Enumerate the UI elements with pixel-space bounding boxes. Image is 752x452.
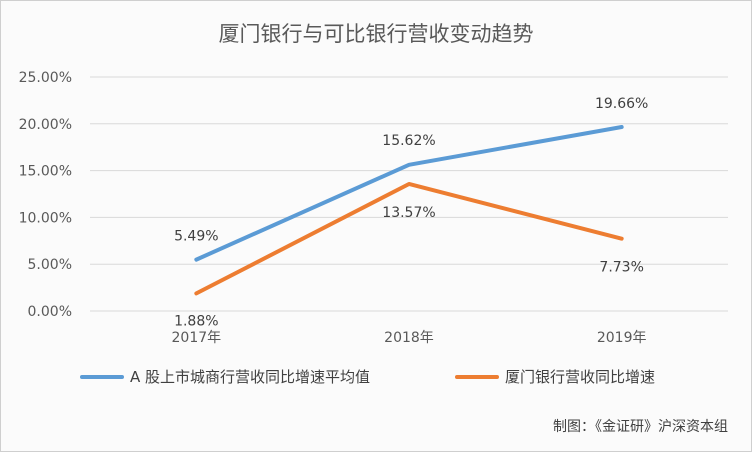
legend-swatch-a-share-average	[80, 374, 124, 379]
series-line-xiamen-bank	[194, 181, 624, 296]
data-label-xiamen-bank: 1.88%	[174, 313, 218, 329]
chart-title: 厦门银行与可比银行营收变动趋势	[218, 22, 534, 46]
x-tick-label: 2017年	[172, 330, 222, 346]
x-tick-label: 2018年	[384, 330, 434, 346]
data-label-a-share-average: 5.49%	[174, 229, 218, 245]
legend-item-a-share-average: A 股上市城商行营收同比增速平均值	[80, 366, 370, 387]
y-tick-label: 25.00%	[19, 70, 72, 86]
data-label-xiamen-bank: 7.73%	[599, 260, 643, 276]
y-tick-label: 15.00%	[19, 164, 72, 180]
y-tick-label: 10.00%	[19, 210, 72, 226]
legend-label-a-share-average: A 股上市城商行营收同比增速平均值	[130, 368, 371, 386]
data-label-a-share-average: 19.66%	[595, 96, 648, 112]
legend-swatch-xiamen-bank	[455, 374, 499, 379]
data-label-a-share-average: 15.62%	[382, 133, 435, 149]
y-tick-label: 20.00%	[19, 117, 72, 133]
data-label-xiamen-bank: 13.57%	[382, 205, 435, 221]
x-tick-label: 2019年	[597, 330, 647, 346]
legend: A 股上市城商行营收同比增速平均值 厦门银行营收同比增速	[0, 366, 752, 390]
source-note: 制图：《金证研》沪深资本组	[553, 419, 728, 435]
legend-label-xiamen-bank: 厦门银行营收同比增速	[505, 368, 656, 386]
y-tick-label: 0.00%	[28, 304, 72, 320]
series-line-a-share-average	[194, 124, 624, 262]
y-tick-label: 5.00%	[28, 257, 72, 273]
legend-item-xiamen-bank: 厦门银行营收同比增速	[455, 366, 655, 387]
